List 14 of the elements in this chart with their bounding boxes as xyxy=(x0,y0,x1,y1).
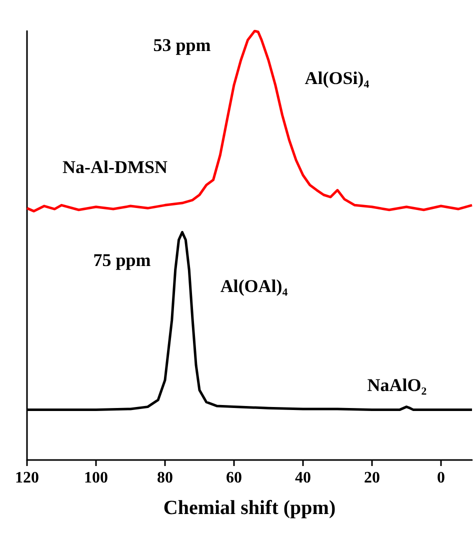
x-axis-title: Chemial shift (ppm) xyxy=(163,497,336,519)
x-tick-label: 100 xyxy=(84,470,108,486)
series-label: Na-Al-DMSN xyxy=(62,157,168,177)
annotation: Al(OAl)₄ xyxy=(220,276,288,296)
x-tick-label: 60 xyxy=(226,470,242,486)
series-label: NaAlO₂ xyxy=(367,375,427,395)
annotation: Al(OSi)₄ xyxy=(304,68,370,88)
x-tick-label: 20 xyxy=(364,470,380,486)
x-tick-label: 40 xyxy=(294,470,311,486)
x-tick-label: 0 xyxy=(436,470,445,486)
annotation: 53 ppm xyxy=(153,35,211,55)
x-tick-label: 80 xyxy=(156,470,173,486)
x-tick-label: 120 xyxy=(15,470,39,486)
annotation: 75 ppm xyxy=(93,250,151,270)
